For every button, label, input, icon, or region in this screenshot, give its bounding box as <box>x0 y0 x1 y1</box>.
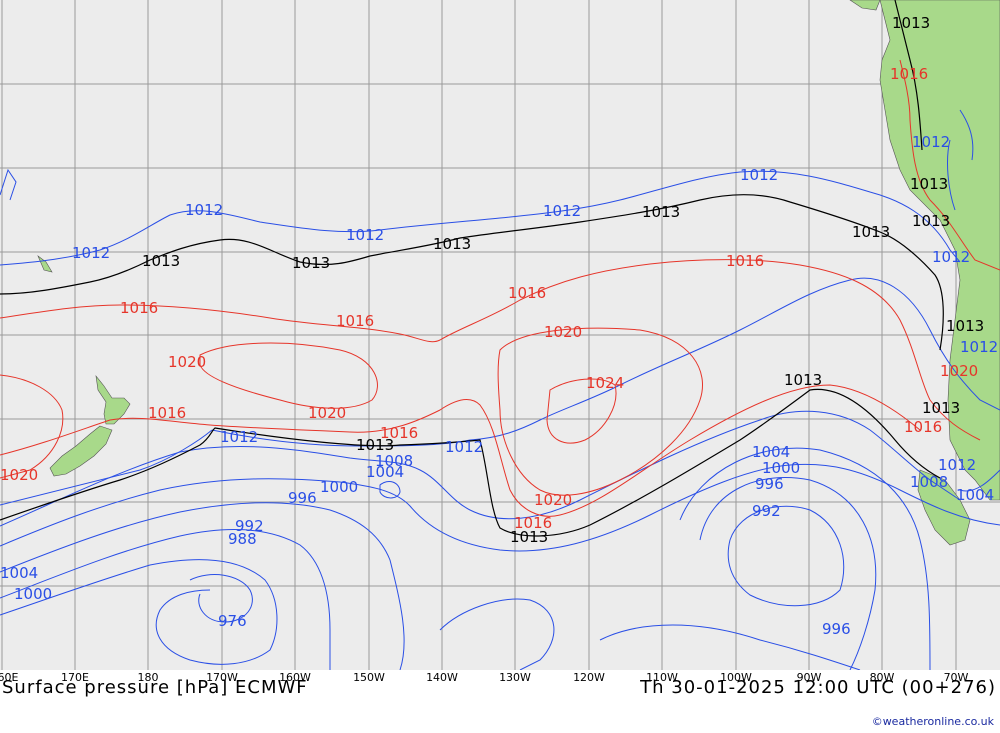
isobar-label: 1004 <box>752 443 790 461</box>
isobar-label: 1000 <box>14 585 52 603</box>
isobar-label: 996 <box>822 620 851 638</box>
isobar-label: 1013 <box>892 14 930 32</box>
isobar-label: 1004 <box>0 564 38 582</box>
isobar-label: 1004 <box>956 486 994 504</box>
isobar-label: 988 <box>228 530 257 548</box>
longitude-label: 140W <box>426 671 458 684</box>
isobar-label: 1013 <box>356 436 394 454</box>
isobar-label: 1016 <box>904 418 942 436</box>
graticule <box>0 0 1000 670</box>
longitude-label: 100W <box>720 671 752 684</box>
valid-time: Th 30-01-2025 12:00 UTC (00+276) <box>640 677 996 698</box>
isobar-label: 996 <box>288 489 317 507</box>
longitude-label: 170E <box>61 671 89 684</box>
longitude-label: 110W <box>646 671 678 684</box>
isobar-label: 1016 <box>890 65 928 83</box>
isobar-label: 1013 <box>946 317 984 335</box>
map-canvas: 1012 1012 1012 1012 1012 1012 1012 1012 … <box>0 0 1000 670</box>
longitude-label: 70W <box>943 671 969 684</box>
isobar-label: 1016 <box>148 404 186 422</box>
isobar-label: 1020 <box>168 353 206 371</box>
isobar-label: 1016 <box>336 312 374 330</box>
isobar-label: 1012 <box>346 226 384 244</box>
isobar-label: 1012 <box>543 202 581 220</box>
longitude-label: 120W <box>573 671 605 684</box>
isobar-labels: 1012 1012 1012 1012 1012 1012 1012 1012 … <box>0 14 998 638</box>
isobar-label: 1020 <box>940 362 978 380</box>
isobar-label: 1013 <box>912 212 950 230</box>
longitude-label: 180 <box>137 671 159 684</box>
isobar-label: 1008 <box>375 452 413 470</box>
isobar-label: 1016 <box>514 514 552 532</box>
longitude-label: 150W <box>353 671 385 684</box>
isobar-label: 1012 <box>740 166 778 184</box>
map-footer <box>0 670 1000 733</box>
isobar-label: 1016 <box>380 424 418 442</box>
isobar-label: 1012 <box>220 428 258 446</box>
central-america <box>849 0 881 11</box>
credit-link[interactable]: ©weatheronline.co.uk <box>871 715 994 728</box>
isobar-label: 1013 <box>910 175 948 193</box>
isobar-label: 1020 <box>308 404 346 422</box>
surface-pressure-map: 1012 1012 1012 1012 1012 1012 1012 1012 … <box>0 0 1000 670</box>
isobar-label: 1024 <box>586 374 624 392</box>
new-zealand-south-island <box>49 425 113 477</box>
longitude-label: 90W <box>796 671 822 684</box>
isobar-label: 1000 <box>320 478 358 496</box>
low-pressure-isobars <box>0 109 1000 670</box>
isobar-label: 1012 <box>445 438 483 456</box>
isobar-label: 1020 <box>534 491 572 509</box>
isobar-label: 1012 <box>932 248 970 266</box>
isobar-label: 1008 <box>910 473 948 491</box>
isobar-label: 1012 <box>960 338 998 356</box>
isobar-label: 1013 <box>852 223 890 241</box>
isobar-label: 996 <box>755 475 784 493</box>
high-pressure-isobars <box>0 59 1000 517</box>
isobar-label: 1012 <box>912 133 950 151</box>
isobar-label: 1012 <box>185 201 223 219</box>
isobar-label: 1013 <box>784 371 822 389</box>
isobar-label: 1020 <box>0 466 38 484</box>
isobar-label: 992 <box>752 502 781 520</box>
isobar-label: 1016 <box>120 299 158 317</box>
isobar-label: 1016 <box>726 252 764 270</box>
longitude-label: 80W <box>869 671 895 684</box>
isobar-label: 992 <box>235 517 264 535</box>
map-title: Surface pressure [hPa] ECMWF <box>2 677 308 698</box>
new-zealand-north-island <box>95 374 131 425</box>
longitude-label: 60E <box>0 671 19 684</box>
isobar-label: 1013 <box>142 252 180 270</box>
isobar-label: 1013 <box>642 203 680 221</box>
isobar-label: 976 <box>218 612 247 630</box>
longitude-label: 130W <box>499 671 531 684</box>
isobar-label: 1004 <box>366 463 404 481</box>
isobar-label: 1013 <box>510 528 548 546</box>
isobar-label: 1013 <box>922 399 960 417</box>
pacific-islands <box>37 255 53 273</box>
longitude-label: 170W <box>206 671 238 684</box>
isobar-label: 1000 <box>762 459 800 477</box>
isobar-label: 1013 <box>433 235 471 253</box>
isobar-label: 1012 <box>938 456 976 474</box>
isobar-label: 1013 <box>292 254 330 272</box>
isobar-label: 1016 <box>508 284 546 302</box>
isobar-label: 1012 <box>72 244 110 262</box>
longitude-label: 160W <box>279 671 311 684</box>
standard-isobar-1013 <box>0 0 944 537</box>
isobar-label: 1020 <box>544 323 582 341</box>
